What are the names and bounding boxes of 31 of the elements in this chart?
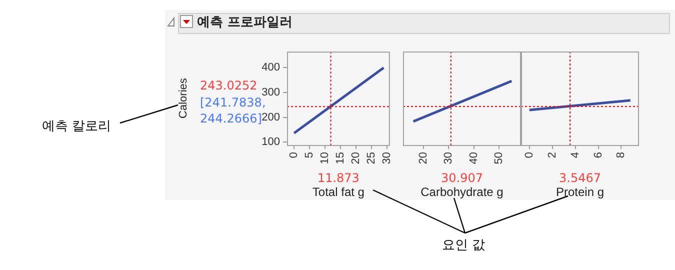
x-tick-label: 20	[417, 152, 430, 164]
x-tick-label: 6	[592, 152, 604, 158]
x-axis-title: Protein g	[556, 185, 604, 200]
y-tick-label: 100	[262, 136, 280, 148]
y-tick-label: 300	[262, 86, 280, 99]
x-tick-label: 2	[546, 152, 558, 158]
text: 예측 칼로리	[42, 118, 112, 135]
y-tick-label: 400	[262, 62, 280, 74]
y-tick-label: 200	[262, 111, 280, 124]
x-tick-label: 4	[569, 152, 582, 158]
x-tick-label: 25	[365, 152, 378, 164]
x-tick-label: 8	[615, 152, 628, 158]
x-tick-label: 5	[304, 152, 316, 158]
text: 요인 값	[442, 237, 486, 254]
x-tick-label: 15	[334, 152, 346, 164]
chart-title: 예측 프로파일러	[197, 14, 293, 32]
y-axis-title: Calories	[178, 78, 190, 118]
x-tick-label: 30	[442, 152, 455, 164]
x-tick-label: 40	[468, 152, 480, 164]
x-tick-label: 30	[380, 152, 393, 164]
ref-line-label: 30.907	[441, 171, 483, 186]
x-tick-label: 50	[493, 152, 506, 164]
x-tick-label: 0	[288, 152, 300, 158]
x-tick-label: 0	[523, 152, 536, 158]
x-tick-label: 10	[319, 152, 332, 164]
x-tick-label: 20	[350, 152, 362, 164]
ref-line-label: 243.0252	[200, 78, 258, 93]
x-axis-title: Total fat g	[312, 185, 364, 200]
x-axis-title: Carbohydrate g	[420, 185, 504, 200]
ref-line-label: 11.873	[317, 171, 360, 186]
ref-line-label: 3.5467	[559, 171, 601, 186]
